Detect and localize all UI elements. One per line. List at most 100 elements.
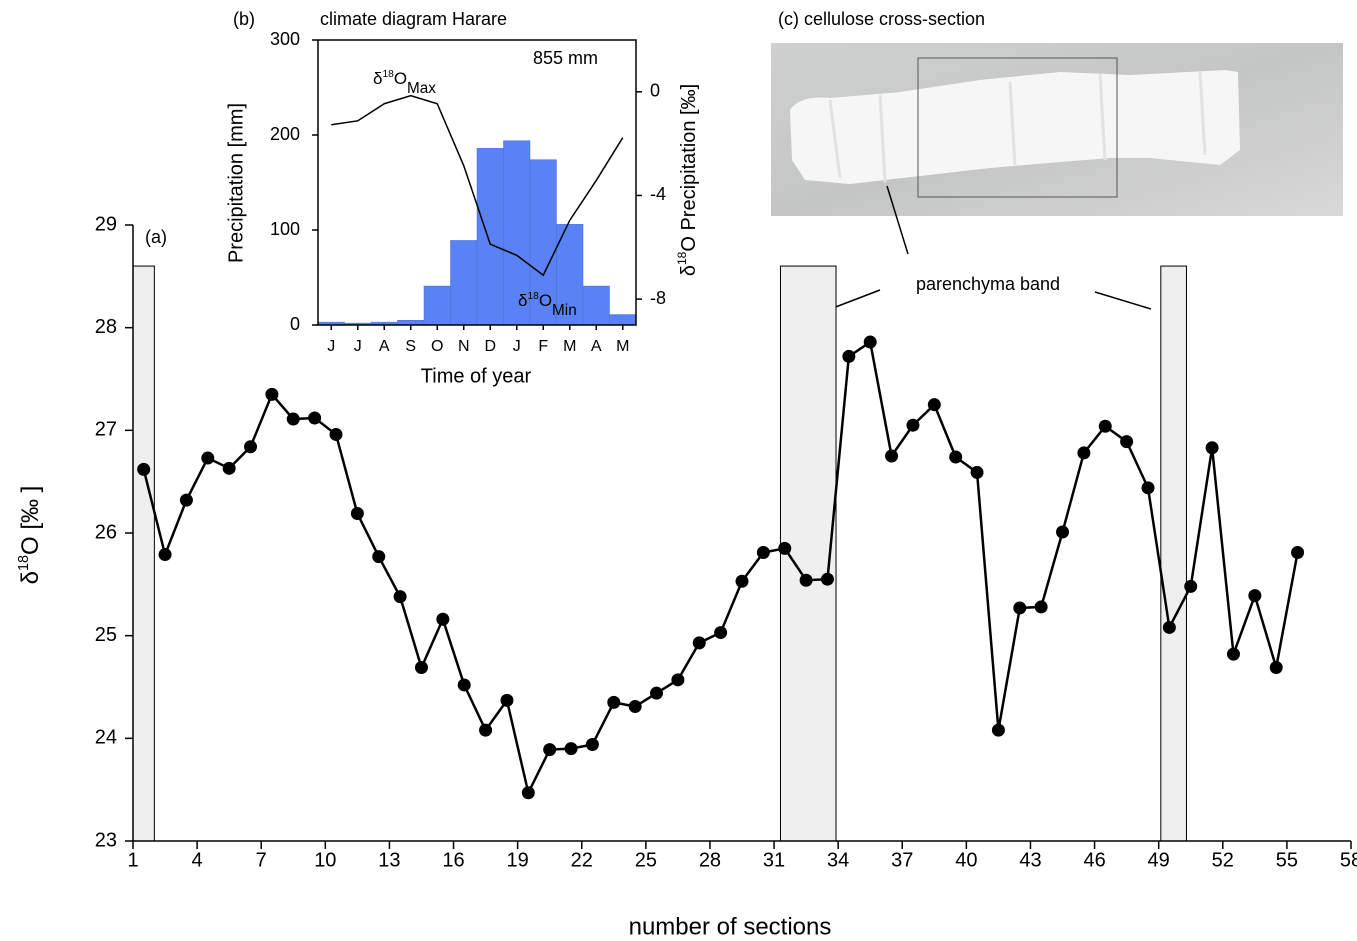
total-label: 855 mm bbox=[533, 48, 598, 68]
x-tick-label: 31 bbox=[763, 849, 785, 871]
y-axis-label: δ18O [‰ ] bbox=[16, 486, 45, 585]
data-point bbox=[949, 450, 963, 464]
label-part: Min bbox=[552, 302, 577, 319]
y-tick-label: 27 bbox=[95, 419, 117, 441]
y2-tick-label: -8 bbox=[650, 288, 666, 308]
data-point bbox=[500, 693, 514, 707]
data-point bbox=[692, 636, 706, 650]
data-point bbox=[521, 786, 535, 800]
data-point bbox=[1056, 525, 1070, 539]
data-point bbox=[778, 541, 792, 555]
x-tick-label: 1 bbox=[127, 849, 138, 871]
x-tick-label: 25 bbox=[635, 849, 657, 871]
data-point bbox=[350, 506, 364, 520]
x-tick-label: 40 bbox=[955, 849, 977, 871]
parenchyma-band bbox=[779, 265, 837, 842]
x-tick-label: 58 bbox=[1340, 849, 1357, 871]
data-point bbox=[1120, 435, 1134, 449]
x-tick-label: O bbox=[431, 338, 443, 355]
bar bbox=[582, 285, 610, 326]
label-part: O [‰ ] bbox=[17, 486, 44, 555]
data-point bbox=[820, 572, 834, 586]
label-part: δ bbox=[518, 291, 527, 310]
bar bbox=[609, 314, 637, 326]
data-point bbox=[201, 451, 215, 465]
y-tick-label: 26 bbox=[95, 521, 117, 543]
y-tick-label: 300 bbox=[270, 29, 300, 49]
data-point bbox=[863, 335, 877, 349]
x-tick-label: 19 bbox=[507, 849, 529, 871]
y-tick-label: 200 bbox=[270, 124, 300, 144]
label-part: 18 bbox=[527, 291, 539, 302]
data-point bbox=[1205, 441, 1219, 455]
x-tick-label: D bbox=[484, 338, 496, 355]
y-tick-label: 0 bbox=[290, 314, 300, 334]
y-tick-label: 28 bbox=[95, 316, 117, 338]
x-tick-label: M bbox=[563, 338, 576, 355]
data-point bbox=[842, 349, 856, 363]
x-tick-label: 7 bbox=[256, 849, 267, 871]
x-tick-label: 10 bbox=[314, 849, 336, 871]
data-point bbox=[1291, 546, 1305, 560]
x-tick-label: 28 bbox=[699, 849, 721, 871]
parenchyma-band bbox=[1160, 265, 1187, 842]
data-point bbox=[1269, 660, 1283, 674]
x-tick-label: S bbox=[405, 338, 416, 355]
label-part: O bbox=[394, 69, 407, 88]
data-point bbox=[1098, 419, 1112, 433]
data-point bbox=[585, 737, 599, 751]
strip-texture bbox=[828, 71, 1207, 183]
x-tick-label: F bbox=[538, 338, 548, 355]
x-tick-label: 49 bbox=[1148, 849, 1170, 871]
label-part: δ bbox=[17, 571, 44, 584]
data-point bbox=[799, 573, 813, 587]
isotope-line bbox=[331, 94, 624, 277]
data-point bbox=[564, 742, 578, 756]
x-tick-label: J bbox=[513, 338, 521, 355]
data-point bbox=[735, 574, 749, 588]
data-point bbox=[1034, 600, 1048, 614]
data-point bbox=[179, 493, 193, 507]
zoom-box bbox=[917, 57, 1118, 198]
data-point bbox=[927, 398, 941, 412]
label-part: O Precipitation [‰] bbox=[678, 84, 700, 252]
data-point bbox=[286, 412, 300, 426]
label-part: 18 bbox=[16, 555, 32, 571]
label-part: 18 bbox=[382, 69, 394, 80]
data-point bbox=[650, 686, 664, 700]
data-point bbox=[436, 612, 450, 626]
y2-tick-label: -4 bbox=[650, 184, 666, 204]
panel-label: (b) bbox=[233, 9, 255, 29]
y-tick-label: 29 bbox=[95, 213, 117, 235]
x-tick-label: 46 bbox=[1083, 849, 1105, 871]
data-point bbox=[1141, 481, 1155, 495]
y-tick-label: 23 bbox=[95, 829, 117, 851]
data-line bbox=[142, 339, 1299, 797]
data-point bbox=[329, 427, 343, 441]
panel-label: (a) bbox=[145, 227, 167, 247]
data-point bbox=[1226, 647, 1240, 661]
data-point bbox=[756, 546, 770, 560]
y2-tick-label: 0 bbox=[650, 81, 660, 101]
data-point bbox=[1184, 579, 1198, 593]
data-point bbox=[244, 440, 258, 454]
data-point bbox=[479, 723, 493, 737]
bar bbox=[503, 140, 531, 326]
data-point bbox=[1077, 446, 1091, 460]
data-point bbox=[885, 449, 899, 463]
x-tick-label: J bbox=[354, 338, 362, 355]
bar bbox=[450, 240, 478, 326]
data-point bbox=[137, 462, 151, 476]
data-point bbox=[308, 411, 322, 425]
x-tick-label: 52 bbox=[1212, 849, 1234, 871]
label-part: 18 bbox=[675, 251, 689, 265]
band-annotation: parenchyma band bbox=[916, 274, 1060, 294]
data-point bbox=[414, 660, 428, 674]
bar bbox=[556, 224, 584, 326]
x-tick-label: 16 bbox=[442, 849, 464, 871]
data-point bbox=[543, 743, 557, 757]
data-point bbox=[970, 465, 984, 479]
y-tick-label: 24 bbox=[95, 727, 117, 749]
